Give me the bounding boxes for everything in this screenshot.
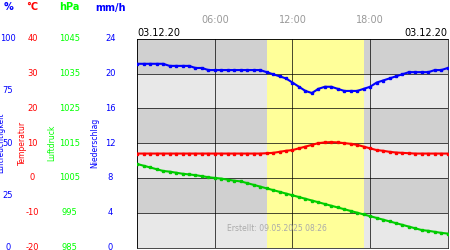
- Text: Luftfeuchtigkeit: Luftfeuchtigkeit: [0, 113, 5, 174]
- Text: 20: 20: [105, 69, 116, 78]
- Bar: [137, 213, 448, 248]
- Text: 06:00: 06:00: [201, 15, 229, 25]
- Text: 10: 10: [27, 138, 38, 147]
- Bar: [137, 108, 448, 143]
- Text: %: %: [3, 2, 13, 12]
- Bar: [137, 143, 448, 178]
- Text: hPa: hPa: [59, 2, 80, 12]
- Text: 0: 0: [108, 243, 113, 250]
- Bar: [137, 178, 448, 213]
- Text: Temperatur: Temperatur: [18, 121, 27, 165]
- Bar: [266, 39, 364, 248]
- Text: Erstellt: 09.05.2025 08:26: Erstellt: 09.05.2025 08:26: [227, 224, 327, 233]
- Text: 4: 4: [108, 208, 113, 217]
- Text: 0: 0: [5, 243, 11, 250]
- Text: 12: 12: [105, 138, 116, 147]
- Text: Niederschlag: Niederschlag: [90, 118, 99, 168]
- Text: 30: 30: [27, 69, 38, 78]
- Text: 1035: 1035: [59, 69, 80, 78]
- Text: 25: 25: [3, 191, 14, 200]
- Text: 24: 24: [105, 34, 116, 43]
- Text: 995: 995: [62, 208, 77, 217]
- Text: 03.12.20: 03.12.20: [405, 28, 448, 38]
- Text: 40: 40: [27, 34, 38, 43]
- Text: 03.12.20: 03.12.20: [137, 28, 180, 38]
- Bar: [137, 39, 448, 74]
- Text: -20: -20: [26, 243, 39, 250]
- Text: 1025: 1025: [59, 104, 80, 113]
- Text: Luftdruck: Luftdruck: [47, 125, 56, 161]
- Text: 1005: 1005: [59, 174, 80, 182]
- Text: 12:00: 12:00: [279, 15, 306, 25]
- Text: °C: °C: [27, 2, 38, 12]
- Bar: [137, 74, 448, 108]
- Text: 50: 50: [3, 138, 14, 147]
- Text: 985: 985: [62, 243, 78, 250]
- Text: 1015: 1015: [59, 138, 80, 147]
- Text: 20: 20: [27, 104, 38, 113]
- Text: 0: 0: [30, 174, 35, 182]
- Text: 75: 75: [3, 86, 14, 96]
- Text: 1045: 1045: [59, 34, 80, 43]
- Text: mm/h: mm/h: [95, 2, 126, 12]
- Text: 18:00: 18:00: [356, 15, 384, 25]
- Text: -10: -10: [26, 208, 39, 217]
- Text: 100: 100: [0, 34, 16, 43]
- Text: 8: 8: [108, 174, 113, 182]
- Text: 16: 16: [105, 104, 116, 113]
